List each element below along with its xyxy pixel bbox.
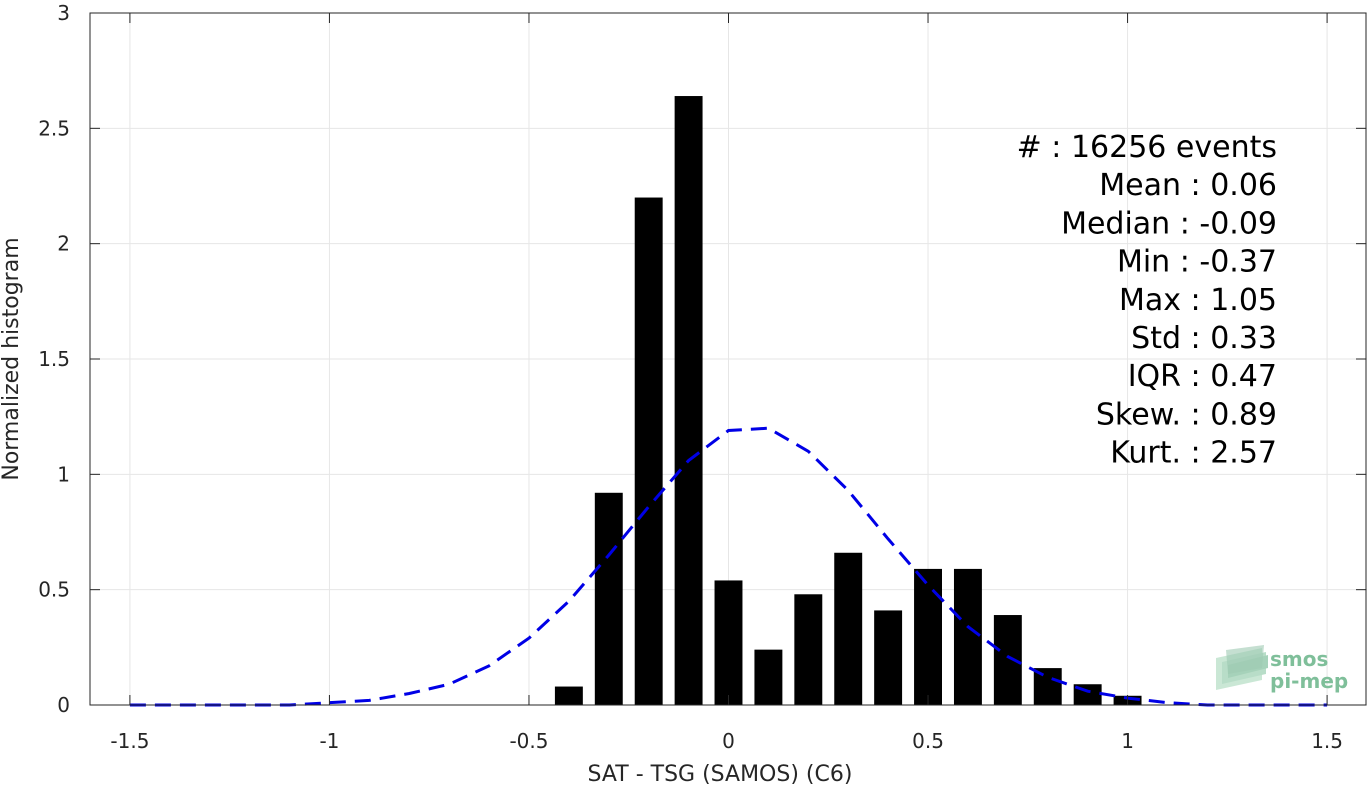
x-tick-label: 1 [1121,729,1134,753]
histogram-bar [953,568,982,705]
y-tick-label: 2.5 [38,116,70,140]
logo-text-line1: smos [1270,647,1328,671]
x-tick-label: 1.5 [1311,729,1343,753]
stat-line: Kurt. : 2.57 [1110,436,1277,471]
axes [89,12,1367,706]
histogram-bar [874,610,903,705]
stat-line: IQR : 0.47 [1128,359,1277,394]
histogram-bar [1033,668,1062,705]
histogram-bar [594,492,623,705]
stat-line: Min : -0.37 [1117,245,1277,280]
logo-icon [1216,645,1268,690]
stat-line: Max : 1.05 [1119,283,1277,318]
histogram-bar [554,686,583,705]
logo-text-line2: pi-mep [1270,669,1348,693]
y-tick-label: 1 [57,462,70,486]
histogram-bar [754,649,783,705]
stat-line: # : 16256 events [1017,130,1277,165]
y-tick-labels: 0 0.5 1 1.5 2 2.5 3 [38,1,70,717]
x-tick-label: -1.5 [110,729,149,753]
histogram-bars [554,96,1142,706]
histogram-bar [914,568,942,705]
y-tick-label: 2 [57,232,70,256]
smos-pimep-logo: smos pi-mep [1216,645,1348,693]
x-tick-label: -1 [319,729,339,753]
histogram-bar [714,580,743,705]
x-tick-labels: -1.5 -1 -0.5 0 0.5 1 1.5 [110,729,1343,753]
stat-line: Std : 0.33 [1131,321,1277,356]
stat-line: Mean : 0.06 [1099,168,1277,203]
x-tick-label: 0 [722,729,735,753]
y-tick-label: 1.5 [38,347,70,371]
x-tick-label: -0.5 [509,729,548,753]
y-axis-label: Normalized histogram [0,237,24,480]
y-tick-label: 0 [57,693,70,717]
histogram-bar [674,96,703,706]
y-tick-label: 0.5 [38,578,70,602]
histogram-bar [634,197,663,706]
histogram-bar [834,552,863,705]
stat-line: Skew. : 0.89 [1096,397,1277,432]
histogram-bar [794,594,823,705]
x-axis-label: SAT - TSG (SAMOS) (C6) [588,762,853,785]
y-tick-label: 3 [57,1,70,25]
x-tick-label: 0.5 [912,729,944,753]
stat-line: Median : -0.09 [1061,206,1277,241]
